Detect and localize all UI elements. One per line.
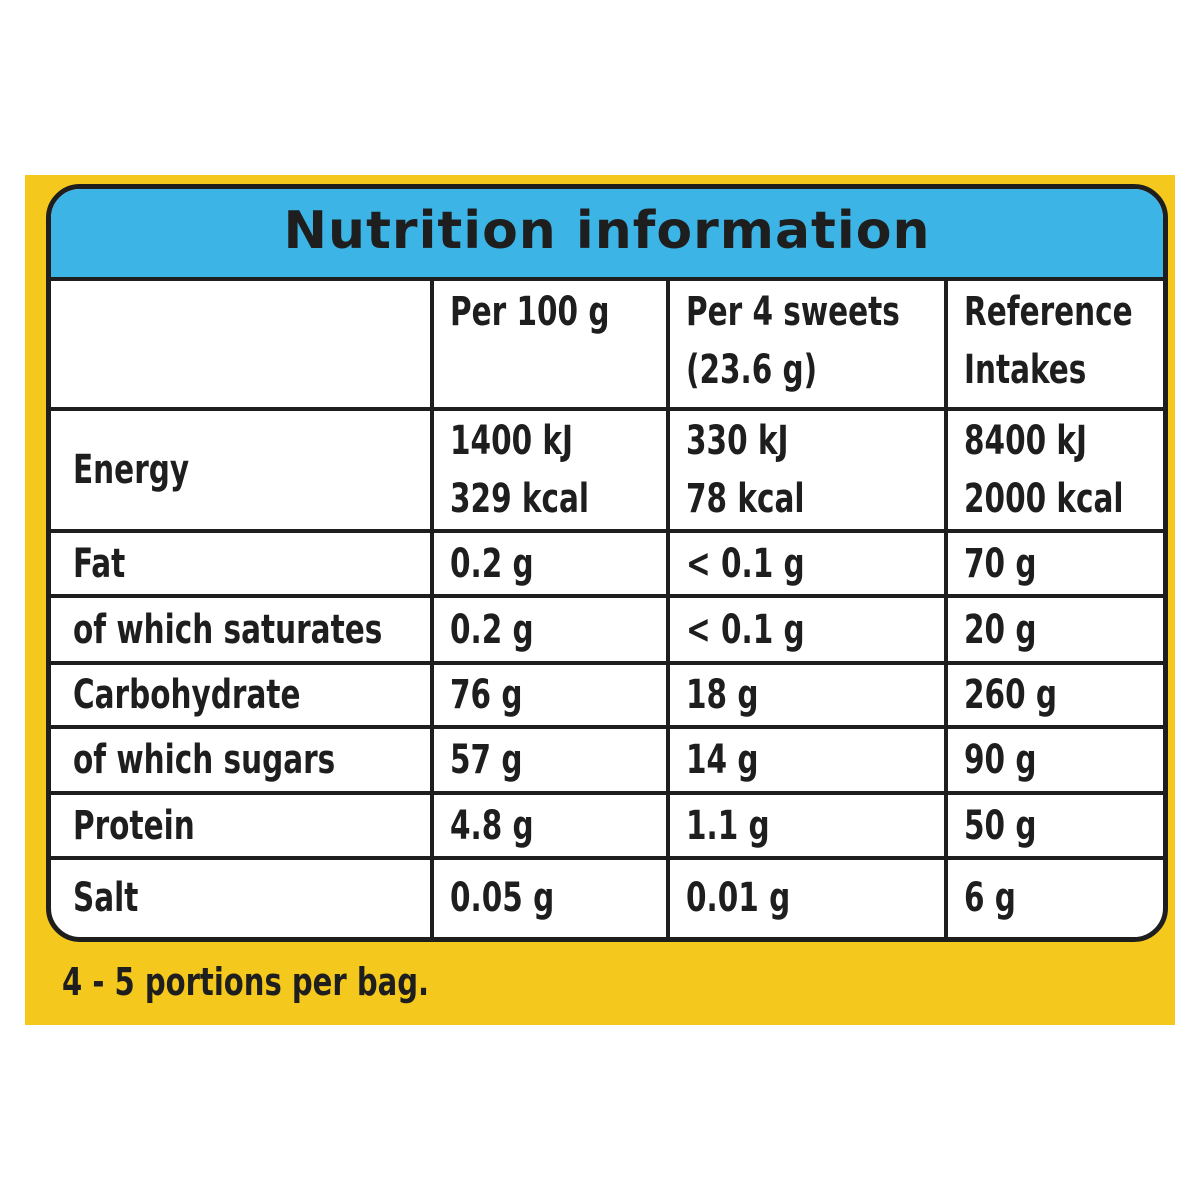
cell-value: 0.2 g xyxy=(450,540,534,587)
cell-value: 6 g xyxy=(964,874,1016,921)
title-bar: Nutrition information xyxy=(51,189,1163,281)
cell-value: 14 g xyxy=(686,737,759,783)
row-label: of which saturates xyxy=(73,606,383,653)
row-divider xyxy=(51,856,1163,860)
title: Nutrition information xyxy=(283,201,931,261)
nutrition-panel: Nutrition information Per 100 g Per 4 swe… xyxy=(46,184,1168,942)
cell-value: 50 g xyxy=(964,802,1037,849)
column-header: (23.6 g) xyxy=(686,347,818,393)
row-label: Fat xyxy=(73,540,126,587)
cell-value: 76 g xyxy=(450,672,523,718)
row-divider xyxy=(51,791,1163,795)
column-header: Per 100 g xyxy=(450,289,610,335)
cell-value: 0.05 g xyxy=(450,874,555,921)
column-divider xyxy=(430,277,434,937)
row-divider xyxy=(51,661,1163,665)
cell-value: 18 g xyxy=(686,672,759,718)
row-label: of which sugars xyxy=(73,737,336,783)
row-label: Protein xyxy=(73,802,195,849)
row-divider xyxy=(51,594,1163,598)
row-divider xyxy=(51,529,1163,533)
cell-value: 330 kJ xyxy=(686,418,789,464)
column-divider xyxy=(944,277,948,937)
row-label: Salt xyxy=(73,874,139,921)
cell-value: 90 g xyxy=(964,737,1037,783)
column-header: Per 4 sweets xyxy=(686,289,900,335)
cell-value: 260 g xyxy=(964,672,1057,718)
cell-value: 57 g xyxy=(450,737,523,783)
column-divider xyxy=(666,277,670,937)
row-label: Carbohydrate xyxy=(73,672,301,718)
row-label: Energy xyxy=(73,447,190,493)
cell-value: 1400 kJ xyxy=(450,418,573,464)
row-divider xyxy=(51,725,1163,729)
cell-value: 2000 kcal xyxy=(964,476,1124,522)
cell-value: 78 kcal xyxy=(686,476,805,522)
cell-value: 0.2 g xyxy=(450,606,534,653)
cell-value: 4.8 g xyxy=(450,802,534,849)
cell-value: 70 g xyxy=(964,540,1037,587)
column-header: Intakes xyxy=(964,347,1087,393)
cell-value: < 0.1 g xyxy=(686,606,805,653)
cell-value: < 0.1 g xyxy=(686,540,805,587)
cell-value: 0.01 g xyxy=(686,874,791,921)
cell-value: 8400 kJ xyxy=(964,418,1087,464)
cell-value: 329 kcal xyxy=(450,476,589,522)
footer-note: 4 - 5 portions per bag. xyxy=(62,960,430,1004)
column-header: Reference xyxy=(964,289,1133,335)
cell-value: 1.1 g xyxy=(686,802,770,849)
row-divider xyxy=(51,407,1163,411)
cell-value: 20 g xyxy=(964,606,1037,653)
